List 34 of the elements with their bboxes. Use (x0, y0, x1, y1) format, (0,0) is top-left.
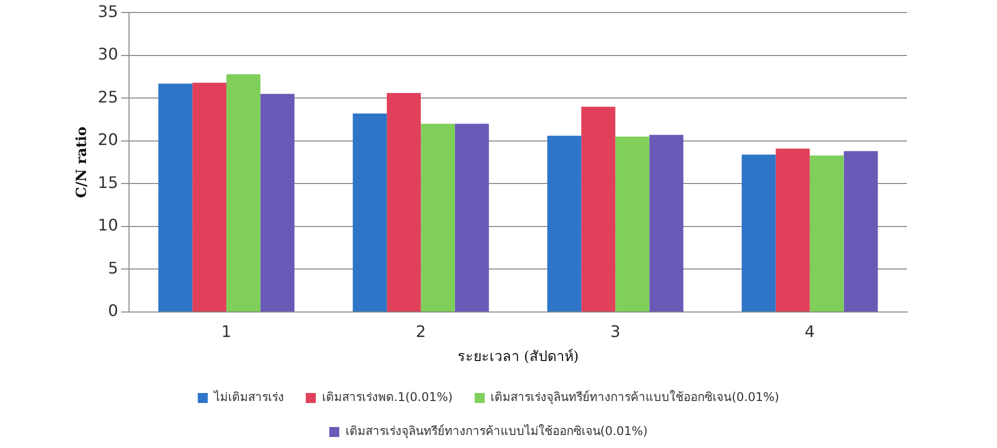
bar (260, 94, 294, 312)
y-tick-label: 15 (98, 172, 118, 192)
bar (810, 155, 844, 312)
legend-label: เติมสารเร่งพด.1(0.01%) (322, 390, 453, 404)
x-tick-label: 1 (221, 322, 232, 341)
bar (742, 154, 776, 312)
x-axis-title: ระยะเวลา (สัปดาห์) (457, 348, 579, 366)
bar (420, 124, 455, 312)
y-tick-label: 0 (108, 301, 118, 320)
bar (158, 84, 192, 312)
x-tick-label: 2 (416, 322, 426, 341)
y-tick-label: 5 (108, 258, 118, 278)
y-tick-label: 35 (98, 2, 118, 21)
bar (615, 136, 650, 312)
bar (547, 136, 582, 312)
bar (581, 106, 616, 312)
bar (844, 151, 878, 312)
bar (386, 93, 421, 312)
legend-label: เติมสารเร่งจุลินทรีย์ทางการค้าแบบไม่ใช้ออกซิเจน(0.01%) (345, 424, 648, 440)
bar (649, 134, 684, 312)
y-tick-label: 10 (98, 216, 118, 235)
bar (454, 124, 489, 312)
y-tick-label: 30 (98, 44, 118, 64)
x-tick-label: 4 (804, 322, 815, 341)
bar (776, 148, 810, 312)
y-axis-title: C/N ratio (74, 126, 90, 198)
legend-label: เติมสารเร่งจุลินทรีย์ทางการค้าแบบใช้ออกซิเจน(0.01%) (490, 390, 780, 406)
bar (192, 82, 226, 312)
bar (226, 74, 260, 312)
x-tick-label: 3 (610, 322, 620, 341)
y-tick-label: 20 (98, 130, 118, 150)
legend-label: ไม่เติมสารเร่ง (212, 390, 284, 404)
y-tick-label: 25 (98, 87, 118, 106)
bar (352, 114, 387, 312)
